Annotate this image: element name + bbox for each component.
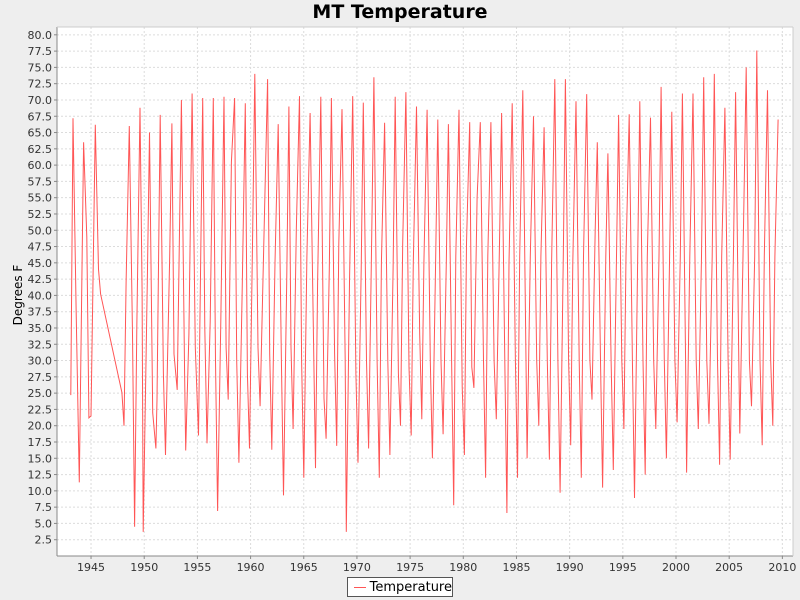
y-tick-label: 10.0 (28, 485, 53, 498)
y-tick-label: 42.5 (28, 273, 53, 286)
x-tick-label: 1975 (396, 561, 424, 574)
y-tick-label: 80.0 (28, 29, 53, 42)
x-tick-label: 2000 (662, 561, 690, 574)
y-tick-label: 45.0 (28, 257, 53, 270)
series-line-temperature (70, 50, 779, 532)
y-tick-label: 47.5 (28, 241, 53, 254)
x-tick-label: 1980 (449, 561, 477, 574)
y-tick-label: 15.0 (28, 452, 53, 465)
x-tick-label: 1950 (130, 561, 158, 574)
y-tick-label: 52.5 (28, 208, 53, 221)
x-tick-label: 1970 (343, 561, 371, 574)
y-tick-label: 67.5 (28, 110, 53, 123)
y-tick-label: 27.5 (28, 371, 53, 384)
y-tick-label: 12.5 (28, 469, 53, 482)
y-tick-label: 35.0 (28, 322, 53, 335)
y-tick-label: 50.0 (28, 224, 53, 237)
legend-label: Temperature (369, 579, 452, 595)
y-tick-label: 2.5 (35, 534, 53, 547)
y-tick-label: 22.5 (28, 403, 53, 416)
y-tick-label: 72.5 (28, 78, 53, 91)
x-tick-label: 2010 (768, 561, 796, 574)
y-tick-label: 5.0 (35, 517, 53, 530)
x-tick-label: 2005 (715, 561, 743, 574)
legend: Temperature (347, 577, 453, 597)
y-tick-label: 25.0 (28, 387, 53, 400)
chart-title: MT Temperature (312, 1, 488, 23)
y-tick-label: 32.5 (28, 338, 53, 351)
plot-area (57, 27, 793, 556)
x-tick-label: 1985 (502, 561, 530, 574)
y-tick-label: 65.0 (28, 127, 53, 140)
x-tick-label: 1965 (290, 561, 318, 574)
y-tick-label: 30.0 (28, 355, 53, 368)
y-tick-label: 37.5 (28, 306, 53, 319)
y-tick-label: 75.0 (28, 61, 53, 74)
x-tick-label: 1945 (77, 561, 105, 574)
y-tick-label: 70.0 (28, 94, 53, 107)
x-tick-label: 1960 (237, 561, 265, 574)
y-tick-label: 62.5 (28, 143, 53, 156)
y-tick-label: 55.0 (28, 192, 53, 205)
y-tick-label: 20.0 (28, 420, 53, 433)
y-tick-label: 40.0 (28, 289, 53, 302)
x-tick-label: 1990 (556, 561, 584, 574)
y-tick-label: 17.5 (28, 436, 53, 449)
legend-swatch (354, 586, 366, 588)
x-tick-label: 1995 (609, 561, 637, 574)
x-tick-label: 1955 (183, 561, 211, 574)
y-tick-label: 7.5 (35, 501, 53, 514)
y-tick-label: 60.0 (28, 159, 53, 172)
y-tick-label: 57.5 (28, 175, 53, 188)
y-tick-label: 77.5 (28, 45, 53, 58)
